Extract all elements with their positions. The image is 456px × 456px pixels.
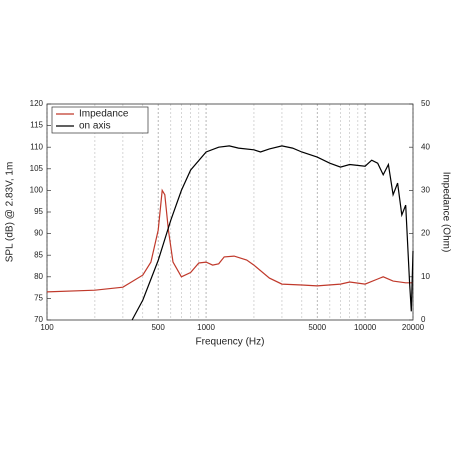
y-tick-label: 105 bbox=[30, 164, 44, 173]
y-tick-label: 115 bbox=[30, 121, 43, 130]
data-line bbox=[131, 145, 414, 321]
legend-label: Impedance bbox=[79, 109, 129, 120]
y-tick-label: 80 bbox=[34, 272, 43, 281]
x-tick-label: 20000 bbox=[402, 323, 425, 332]
y2-tick-label: 40 bbox=[421, 142, 430, 151]
y-tick-label: 95 bbox=[34, 207, 43, 216]
legend-box bbox=[51, 106, 149, 134]
y-axis-label: SPL (dB) @ 2.83V, 1m bbox=[5, 162, 16, 263]
y-tick-label: 85 bbox=[34, 250, 43, 259]
y2-tick-label: 30 bbox=[421, 186, 430, 195]
x-tick-label: 100 bbox=[40, 323, 54, 332]
y-tick-label: 70 bbox=[34, 315, 43, 324]
y2-tick-label: 50 bbox=[421, 99, 430, 108]
y-tick-label: 120 bbox=[30, 99, 44, 108]
data-line bbox=[46, 188, 413, 293]
x-axis-label: Frequency (Hz) bbox=[196, 337, 265, 348]
y2-tick-label: 10 bbox=[421, 272, 430, 281]
x-tick-label: 500 bbox=[151, 323, 165, 332]
y-tick-label: 110 bbox=[30, 142, 43, 151]
x-tick-label: 5000 bbox=[308, 323, 326, 332]
x-tick-label: 1000 bbox=[197, 323, 215, 332]
x-tick-label: 10000 bbox=[354, 323, 377, 332]
plot-frame bbox=[46, 103, 414, 321]
y2-tick-label: 20 bbox=[421, 229, 430, 238]
y-tick-label: 90 bbox=[34, 229, 43, 238]
legend-label: on axis bbox=[79, 121, 111, 132]
y2-axis-label: Impedance (Ohm) bbox=[440, 172, 451, 253]
y-tick-label: 75 bbox=[34, 294, 43, 303]
y-tick-label: 100 bbox=[30, 186, 44, 195]
y2-tick-label: 0 bbox=[421, 315, 426, 324]
